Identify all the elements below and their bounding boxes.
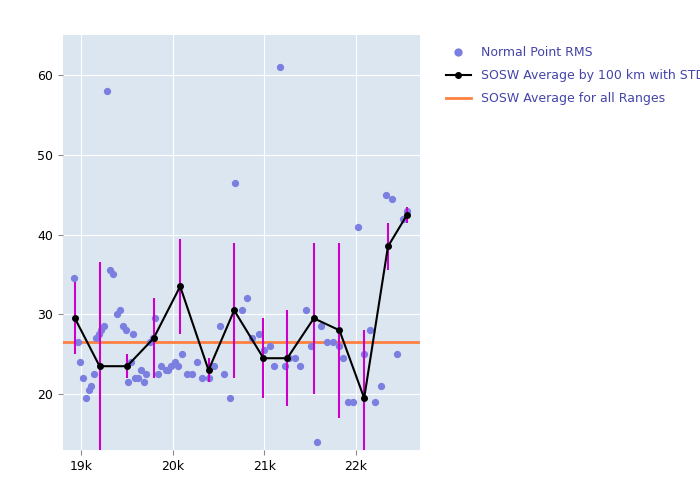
Normal Point RMS [99,322,110,330]
Normal Point RMS [197,374,208,382]
Normal Point RMS [72,338,83,346]
Legend: Normal Point RMS, SOSW Average by 100 km with STD, SOSW Average for all Ranges: Normal Point RMS, SOSW Average by 100 km… [440,42,700,110]
Normal Point RMS [358,350,370,358]
Normal Point RMS [402,206,413,214]
Normal Point RMS [352,222,363,230]
Normal Point RMS [397,214,408,222]
Normal Point RMS [289,354,300,362]
Normal Point RMS [93,330,104,338]
Normal Point RMS [259,346,270,354]
Normal Point RMS [370,398,381,406]
Normal Point RMS [214,322,225,330]
Normal Point RMS [88,370,99,378]
Normal Point RMS [75,358,86,366]
Normal Point RMS [160,366,171,374]
Normal Point RMS [236,306,247,314]
Normal Point RMS [69,274,80,282]
Normal Point RMS [364,326,375,334]
Normal Point RMS [132,374,144,382]
Normal Point RMS [102,87,113,95]
Normal Point RMS [268,362,279,370]
Normal Point RMS [274,63,286,71]
Normal Point RMS [321,338,332,346]
Normal Point RMS [141,370,152,378]
Normal Point RMS [230,178,241,186]
Normal Point RMS [86,382,97,390]
Normal Point RMS [135,366,146,374]
Normal Point RMS [391,350,402,358]
Normal Point RMS [155,362,167,370]
Normal Point RMS [337,354,349,362]
Normal Point RMS [95,326,106,334]
Normal Point RMS [381,190,392,198]
Normal Point RMS [120,326,132,334]
Normal Point RMS [241,294,253,302]
Normal Point RMS [127,330,138,338]
Normal Point RMS [165,362,176,370]
Normal Point RMS [83,386,94,394]
Normal Point RMS [333,342,344,350]
Normal Point RMS [118,322,129,330]
Normal Point RMS [209,362,220,370]
Normal Point RMS [386,194,397,202]
Normal Point RMS [162,366,174,374]
Normal Point RMS [203,374,214,382]
Normal Point RMS [147,334,158,342]
Normal Point RMS [125,358,136,366]
Normal Point RMS [144,338,155,346]
Normal Point RMS [130,374,141,382]
Normal Point RMS [218,370,230,378]
Normal Point RMS [191,358,202,366]
Normal Point RMS [108,270,119,278]
Normal Point RMS [122,378,134,386]
Normal Point RMS [111,310,122,318]
Normal Point RMS [300,306,312,314]
Normal Point RMS [182,370,193,378]
Normal Point RMS [311,438,322,446]
Normal Point RMS [90,334,101,342]
Normal Point RMS [342,398,354,406]
Normal Point RMS [348,398,359,406]
Normal Point RMS [173,362,184,370]
Normal Point RMS [80,394,92,402]
Normal Point RMS [104,266,116,274]
Normal Point RMS [305,342,316,350]
Normal Point RMS [114,306,125,314]
Normal Point RMS [279,362,290,370]
Normal Point RMS [224,394,235,402]
Normal Point RMS [284,354,295,362]
Normal Point RMS [265,342,276,350]
Normal Point RMS [169,358,181,366]
Normal Point RMS [138,378,149,386]
Normal Point RMS [375,382,386,390]
Normal Point RMS [150,314,161,322]
Normal Point RMS [176,350,188,358]
Normal Point RMS [186,370,197,378]
Normal Point RMS [316,322,327,330]
Normal Point RMS [295,362,306,370]
Normal Point RMS [78,374,89,382]
Normal Point RMS [328,338,339,346]
Normal Point RMS [247,334,258,342]
Normal Point RMS [153,370,164,378]
Normal Point RMS [253,330,265,338]
